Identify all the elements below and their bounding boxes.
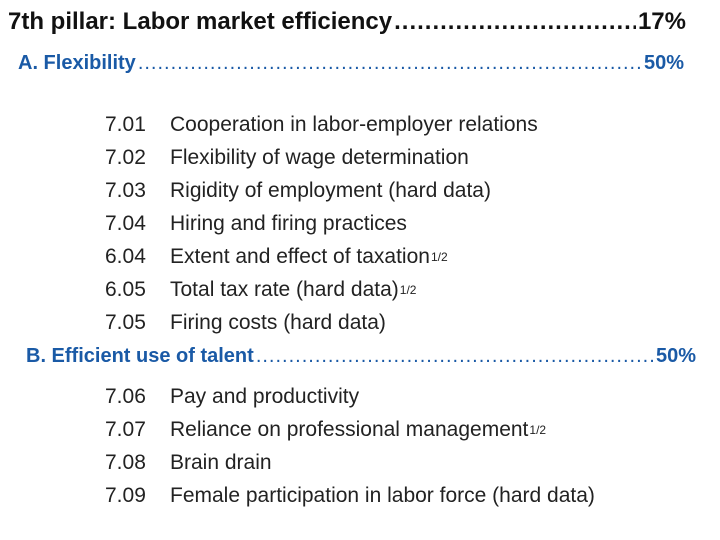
indicator-row: 7.09 Female participation in labor force…: [105, 479, 595, 512]
indicator-code: 7.03: [105, 178, 146, 202]
indicator-code: 6.05: [105, 277, 146, 301]
indicator-row: 7.05 Firing costs (hard data): [105, 306, 538, 339]
indicator-name: Reliance on professional management: [170, 417, 529, 441]
indicator-code: 7.08: [105, 450, 146, 474]
section-percent: 50%: [655, 345, 696, 367]
indicator-name: Extent and effect of taxation: [170, 244, 430, 268]
indicator-row: 7.03 Rigidity of employment (hard data): [105, 174, 538, 207]
indicator-name: Rigidity of employment (hard data): [170, 178, 491, 202]
section-title: A. Flexibility: [18, 52, 136, 74]
indicator-code: 7.07: [105, 417, 146, 441]
indicator-code: 7.05: [105, 310, 146, 334]
leader-dots: [138, 52, 642, 75]
section-title: B. Efficient use of talent: [26, 345, 254, 367]
indicator-row: 6.04 Extent and effect of taxation 1/2: [105, 240, 538, 273]
indicator-code: 7.06: [105, 384, 146, 408]
indicator-code: 7.04: [105, 211, 146, 235]
indicator-row: 7.06 Pay and productivity: [105, 380, 595, 413]
section-heading-flexibility: A. Flexibility 50%: [18, 52, 684, 75]
pillar-percent: 17%: [637, 8, 686, 35]
indicator-name: Flexibility of wage determination: [170, 145, 469, 169]
section-percent: 50%: [643, 52, 684, 74]
indicator-row: 6.05 Total tax rate (hard data) 1/2: [105, 273, 538, 306]
talent-indicator-list: 7.06 Pay and productivity 7.07 Reliance …: [105, 380, 595, 512]
leader-dots: [256, 345, 654, 368]
indicator-code: 7.02: [105, 145, 146, 169]
pillar-heading: 7th pillar: Labor market efficiency 17%: [8, 8, 686, 36]
indicator-row: 7.02 Flexibility of wage determination: [105, 141, 538, 174]
weight-footnote: 1/2: [430, 249, 448, 264]
indicator-row: 7.01 Cooperation in labor-employer relat…: [105, 108, 538, 141]
indicator-name: Female participation in labor force (har…: [170, 483, 595, 507]
indicator-code: 6.04: [105, 244, 146, 268]
indicator-name: Firing costs (hard data): [170, 310, 386, 334]
indicator-code: 7.09: [105, 483, 146, 507]
weight-footnote: 1/2: [399, 282, 417, 297]
weight-footnote: 1/2: [529, 422, 547, 437]
indicator-name: Hiring and firing practices: [170, 211, 407, 235]
indicator-row: 7.04 Hiring and firing practices: [105, 207, 538, 240]
flexibility-indicator-list: 7.01 Cooperation in labor-employer relat…: [105, 108, 538, 339]
indicator-row: 7.08 Brain drain: [105, 446, 595, 479]
indicator-name: Total tax rate (hard data): [170, 277, 399, 301]
indicator-code: 7.01: [105, 112, 146, 136]
indicator-name: Pay and productivity: [170, 384, 360, 408]
indicator-row: 7.07 Reliance on professional management…: [105, 413, 595, 446]
section-heading-efficient-use-of-talent: B. Efficient use of talent 50%: [26, 345, 696, 368]
indicator-name: Brain drain: [170, 450, 272, 474]
leader-dots: [394, 8, 636, 36]
indicator-name: Cooperation in labor-employer relations: [170, 112, 538, 136]
pillar-title: 7th pillar: Labor market efficiency: [8, 8, 393, 35]
